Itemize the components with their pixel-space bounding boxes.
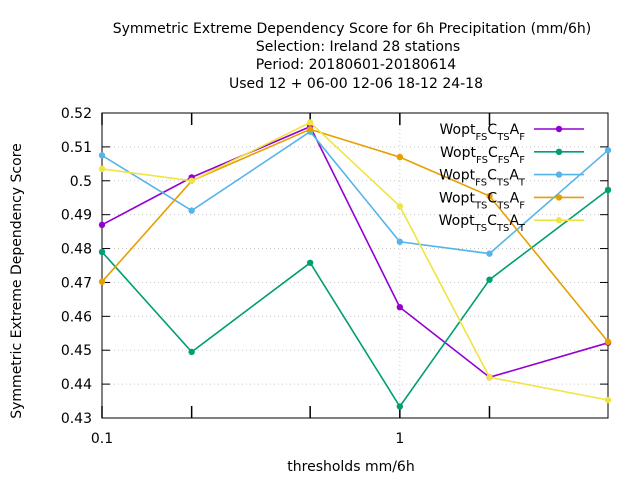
legend-label-4: WoptTSCTSAF xyxy=(439,190,525,211)
legend-text: A xyxy=(510,122,520,138)
y-tick-label: 0.52 xyxy=(61,106,92,122)
data-point-s2-p2 xyxy=(188,348,195,356)
chart-title: Symmetric Extreme Dependency Score for 6… xyxy=(113,21,592,92)
data-point-s4-p1 xyxy=(98,278,106,285)
legend-marker-1 xyxy=(555,125,563,133)
legend-subscript: TS xyxy=(474,200,487,211)
legend-text: Wopt xyxy=(439,168,475,184)
legend-label-3: WoptFSCTSAT xyxy=(439,168,526,189)
legend-text: C xyxy=(487,122,497,138)
y-tick-label: 0.45 xyxy=(61,343,92,359)
data-point-s5-p2 xyxy=(188,177,195,184)
data-point-s1-p4 xyxy=(396,303,404,311)
series-line-1 xyxy=(101,125,609,379)
series-line-5 xyxy=(101,121,609,401)
legend-subscript: FS xyxy=(475,132,487,143)
x-tick-label: 0.1 xyxy=(91,431,113,447)
y-tick-label: 0.47 xyxy=(61,275,92,291)
y-tick-label: 0.48 xyxy=(61,242,92,258)
data-point-s5-p5 xyxy=(486,374,493,381)
y-tick-label: 0.51 xyxy=(61,140,92,156)
y-tick-label: 0.5 xyxy=(70,174,92,190)
data-point-s3-p5 xyxy=(486,250,493,257)
legend-text: A xyxy=(510,190,520,206)
legend-label-1: WoptFSCTSAF xyxy=(440,122,526,143)
legend-subscript: F xyxy=(519,132,525,143)
legend-subscript: FS xyxy=(475,177,487,188)
data-point-s4-p5 xyxy=(486,192,493,200)
data-point-s1-p1 xyxy=(98,221,106,229)
legend-text: C xyxy=(487,213,497,229)
data-point-s2-p4 xyxy=(396,403,404,410)
legend-subscript: FS xyxy=(476,154,488,165)
data-point-s4-p3 xyxy=(306,126,314,133)
data-point-s2-p3 xyxy=(306,259,314,266)
data-point-s3-p2 xyxy=(188,207,195,214)
title-line-4: Used 12 + 06-00 12-06 18-12 24-18 xyxy=(229,76,483,92)
plot-border xyxy=(101,112,609,419)
legend-subscript: FS xyxy=(498,154,510,165)
legend-subscript: F xyxy=(519,200,525,211)
data-point-s5-p1 xyxy=(98,165,106,173)
y-tick-label: 0.43 xyxy=(61,411,92,427)
legend: WoptFSCTSAFWoptFSCFSAFWoptFSCTSATWoptTSC… xyxy=(439,122,584,234)
legend-label-2: WoptFSCFSAF xyxy=(440,145,525,166)
legend-text: C xyxy=(487,168,497,184)
legend-text: Wopt xyxy=(440,145,476,161)
series-line-4 xyxy=(101,128,609,343)
legend-text: C xyxy=(487,190,497,206)
data-point-s2-p5 xyxy=(486,276,493,283)
legend-subscript: TS xyxy=(496,132,509,143)
legend-text: Wopt xyxy=(439,190,475,206)
y-axis-label: Symmetric Extreme Dependency Score xyxy=(9,143,25,419)
legend-subscript: TS xyxy=(474,223,487,234)
data-point-s5-p4 xyxy=(396,202,404,210)
series-lines xyxy=(98,119,612,410)
legend-marker-4 xyxy=(555,194,563,201)
series-line-3 xyxy=(101,130,609,255)
data-point-s3-p6 xyxy=(604,147,612,154)
legend-text: Wopt xyxy=(440,122,476,138)
y-tick-label: 0.44 xyxy=(61,377,92,393)
data-point-s5-p6 xyxy=(604,396,612,404)
legend-text: A xyxy=(509,168,519,184)
grid-lines xyxy=(102,113,608,418)
data-point-s4-p4 xyxy=(396,153,404,161)
x-axis-label: thresholds mm/6h xyxy=(287,459,414,475)
data-point-s4-p6 xyxy=(604,338,612,345)
series-line-2 xyxy=(101,189,609,408)
legend-subscript: TS xyxy=(496,177,509,188)
legend-subscript: T xyxy=(518,177,526,188)
legend-text: Wopt xyxy=(439,213,475,229)
data-point-s3-p4 xyxy=(396,238,404,245)
legend-text: C xyxy=(488,145,498,161)
legend-subscript: TS xyxy=(496,200,509,211)
data-point-s3-p1 xyxy=(98,152,106,159)
x-tick-label: 1 xyxy=(395,431,404,447)
legend-label-5: WoptTSCTSAT xyxy=(439,213,526,234)
legend-marker-3 xyxy=(555,171,563,178)
y-tick-label: 0.49 xyxy=(61,208,92,224)
legend-marker-5 xyxy=(555,217,563,224)
axis-ticks: 0.43 0.44 0.45 0.46 0.47 0.48 0.49 0.5 0.51 0.52 0… xyxy=(61,106,608,447)
title-line-2: Selection: Ireland 28 stations xyxy=(256,39,460,55)
legend-text: A xyxy=(509,213,519,229)
data-point-s2-p6 xyxy=(604,186,612,194)
data-point-s5-p3 xyxy=(306,119,314,126)
data-point-s2-p1 xyxy=(98,248,106,256)
title-line-1: Symmetric Extreme Dependency Score for 6… xyxy=(113,21,592,37)
legend-text: A xyxy=(510,145,520,161)
y-tick-label: 0.46 xyxy=(61,309,92,325)
legend-subscript: T xyxy=(518,223,526,234)
legend-subscript: TS xyxy=(496,223,509,234)
legend-subscript: F xyxy=(519,154,525,165)
title-line-3: Period: 20180601-20180614 xyxy=(256,57,456,73)
legend-marker-2 xyxy=(555,148,563,155)
